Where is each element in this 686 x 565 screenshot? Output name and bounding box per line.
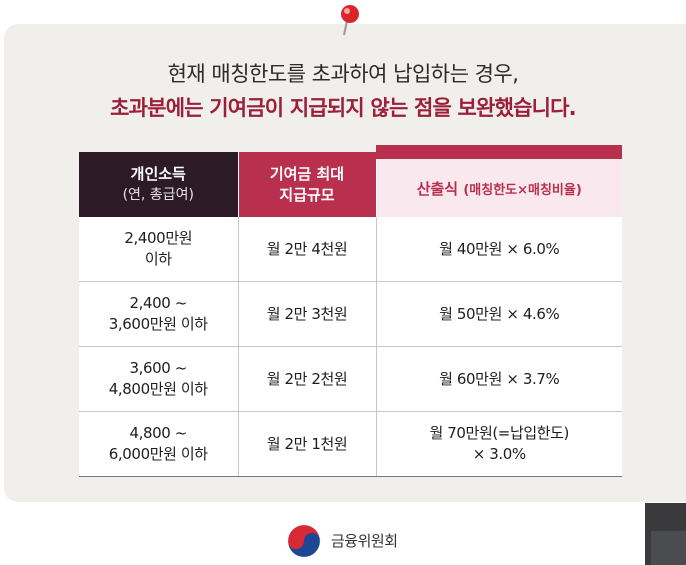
header-contribution: 기여금 최대 지급규모 [238,152,377,217]
overlay-widget-inner [651,531,686,565]
table-header-row: 개인소득 (연, 총급여) 기여금 최대 지급규모 산출식 (매칭한도×매칭비율… [79,145,622,217]
overlay-widget [645,503,686,565]
amount-cell: 월 2만 4천원 [238,217,377,282]
income-cell: 3,600 ~ 4,800만원 이하 [79,346,239,412]
formula-line2: × 3.0% [472,445,526,463]
amount-cell: 월 2만 1천원 [238,411,377,477]
fsc-logo-icon [287,524,321,558]
income-line1: 2,400만원 [124,229,193,247]
headline-line2: 초과분에는 기여금이 지급되지 않는 점을 보완했습니다. [110,96,577,120]
formula-line1: 월 50만원 × 4.6% [439,304,560,323]
pushpin-icon [341,5,359,36]
formula-line1: 월 40만원 × 6.0% [439,239,560,258]
header-contribution-line2: 지급규모 [279,185,335,204]
contribution-table: 개인소득 (연, 총급여) 기여금 최대 지급규모 산출식 (매칭한도×매칭비율… [79,145,622,477]
header-income-main: 개인소득 [130,164,186,183]
org-name: 금융위원회 [331,532,398,550]
income-line2: 6,000만원 이하 [108,445,208,463]
header-formula: 산출식 (매칭한도×매칭비율) [376,145,622,217]
income-line1: 3,600 ~ [129,359,188,377]
header-contribution-line1: 기여금 최대 [269,164,345,183]
income-cell: 2,400만원 이하 [79,217,239,282]
formula-line1: 월 60만원 × 3.7% [439,369,560,388]
table-row: 3,600 ~ 4,800만원 이하 월 2만 2천원 월 60만원 × 3.7… [79,346,622,412]
formula-cell: 월 50만원 × 4.6% [376,281,622,347]
income-line1: 4,800 ~ [129,424,188,442]
header-formula-main: 산출식 [416,179,459,198]
header-income: 개인소득 (연, 총급여) [79,152,239,217]
table-row: 2,400 ~ 3,600만원 이하 월 2만 3천원 월 50만원 × 4.6… [79,281,622,347]
header-income-sub: (연, 총급여) [122,186,194,203]
formula-cell: 월 60만원 × 3.7% [376,346,622,412]
headline-line1: 현재 매칭한도를 초과하여 납입하는 경우, [167,62,519,86]
formula-line1: 월 70만원(=납입한도) [429,424,570,442]
income-line1: 2,400 ~ [129,294,188,312]
formula-cell: 월 40만원 × 6.0% [376,217,622,282]
amount-cell: 월 2만 3천원 [238,281,377,347]
income-line2: 3,600만원 이하 [108,315,208,333]
table-row: 2,400만원 이하 월 2만 4천원 월 40만원 × 6.0% [79,217,622,282]
income-line2: 이하 [144,250,172,268]
income-line2: 4,800만원 이하 [108,380,208,398]
header-formula-sub: (매칭한도×매칭비율) [463,182,582,198]
income-cell: 2,400 ~ 3,600만원 이하 [79,281,239,347]
amount-cell: 월 2만 2천원 [238,346,377,412]
income-cell: 4,800 ~ 6,000만원 이하 [79,411,239,477]
table-row: 4,800 ~ 6,000만원 이하 월 2만 1천원 월 70만원(=납입한도… [79,411,622,477]
formula-cell: 월 70만원(=납입한도) × 3.0% [376,411,622,477]
